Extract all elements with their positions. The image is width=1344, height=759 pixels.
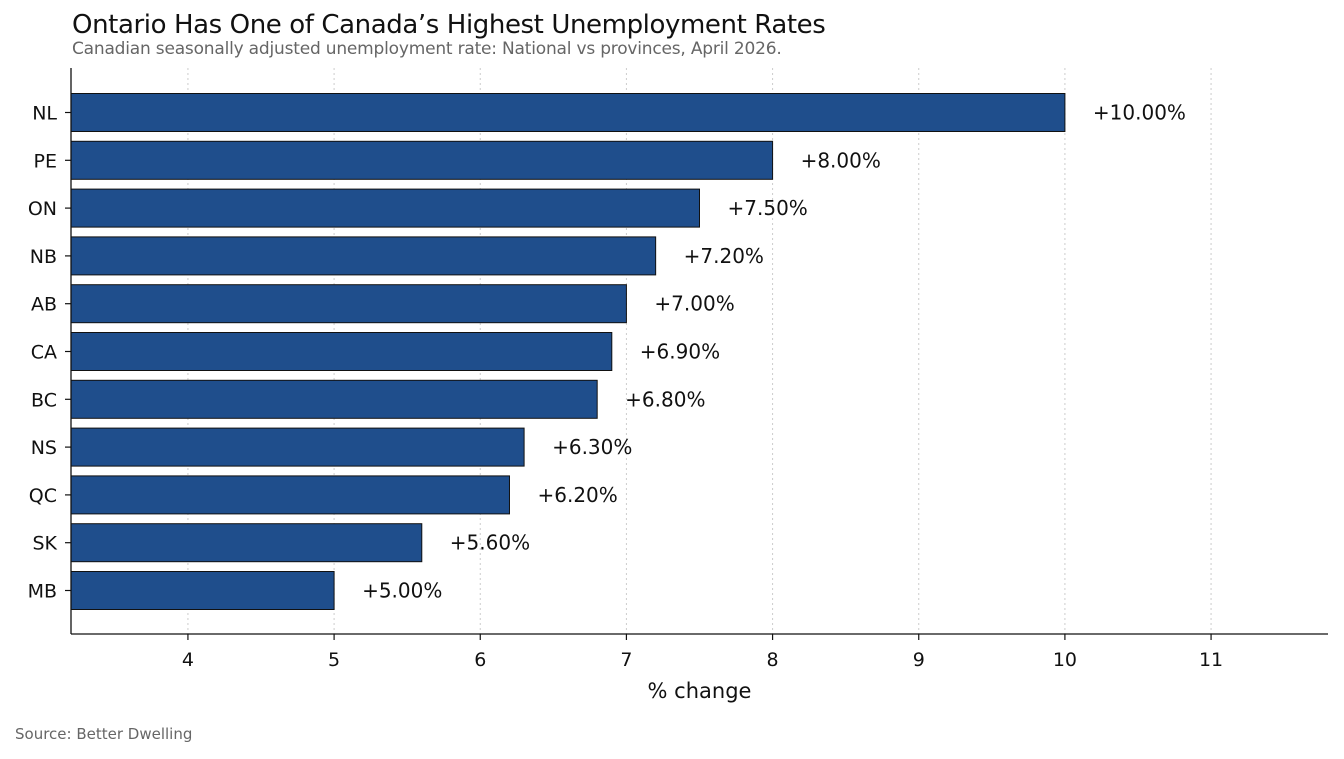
x-tick-label: 10 xyxy=(1053,649,1077,671)
chart-subtitle: Canadian seasonally adjusted unemploymen… xyxy=(72,39,782,59)
data-label: +6.80% xyxy=(625,387,705,411)
bar xyxy=(70,140,774,180)
x-axis-title: % change xyxy=(648,679,752,703)
bar xyxy=(70,571,335,610)
source-note: Source: Better Dwelling xyxy=(15,725,193,743)
data-label: +7.20% xyxy=(684,244,764,268)
y-tick-label: ON xyxy=(28,198,57,220)
data-label: +5.60% xyxy=(450,531,530,555)
y-axis-ticks: NL PE ON NB AB CA BC NS QC SK MB xyxy=(28,103,71,603)
bars xyxy=(70,93,1066,610)
x-tick-label: 8 xyxy=(767,649,779,671)
bar xyxy=(70,236,657,276)
y-tick-label: NL xyxy=(32,103,57,125)
bar xyxy=(70,523,423,563)
y-tick-label: PE xyxy=(34,150,57,172)
y-tick-label: NS xyxy=(31,437,57,459)
bar xyxy=(70,188,700,228)
bar xyxy=(70,93,1066,132)
chart-title: Ontario Has One of Canada’s Highest Unem… xyxy=(72,10,826,40)
bar xyxy=(70,475,510,515)
x-axis-ticks: 4 5 6 7 8 9 10 11 xyxy=(182,634,1223,671)
data-label: +6.20% xyxy=(537,483,617,507)
y-tick-label: SK xyxy=(32,533,57,555)
y-tick-label: AB xyxy=(31,294,57,316)
y-tick-label: CA xyxy=(31,342,57,364)
data-label: +6.30% xyxy=(552,435,632,459)
y-tick-label: MB xyxy=(28,581,57,603)
x-tick-label: 5 xyxy=(328,649,340,671)
data-label: +6.90% xyxy=(640,340,720,364)
bar xyxy=(70,427,525,467)
bar xyxy=(70,379,598,419)
x-tick-label: 11 xyxy=(1199,649,1223,671)
y-tick-label: NB xyxy=(30,246,57,268)
x-tick-label: 7 xyxy=(620,649,632,671)
data-labels: +10.00% +8.00% +7.50% +7.20% +7.00% +6.90% +6.… xyxy=(362,101,1186,603)
y-tick-label: QC xyxy=(29,485,57,507)
x-tick-label: 4 xyxy=(182,649,194,671)
data-label: +10.00% xyxy=(1093,101,1186,125)
data-label: +7.00% xyxy=(654,292,734,316)
x-tick-label: 6 xyxy=(474,649,486,671)
data-label: +5.00% xyxy=(362,579,442,603)
data-label: +7.50% xyxy=(728,196,808,220)
bar xyxy=(70,332,613,371)
y-tick-label: BC xyxy=(31,389,57,411)
bar xyxy=(70,284,627,324)
data-label: +8.00% xyxy=(801,148,881,172)
x-tick-label: 9 xyxy=(913,649,925,671)
